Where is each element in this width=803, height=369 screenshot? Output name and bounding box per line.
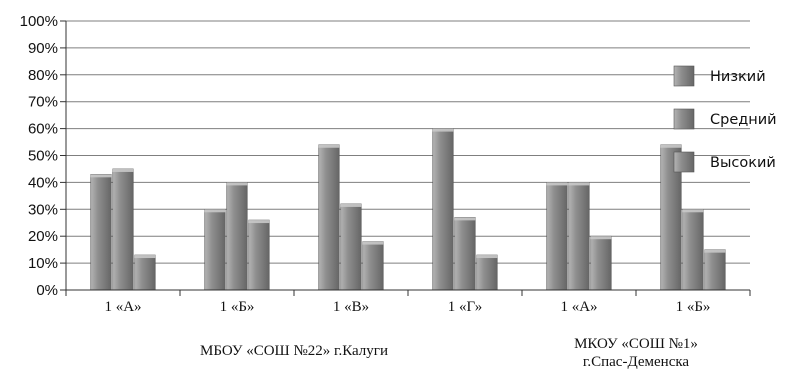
- bar: [226, 182, 248, 291]
- bar: [590, 235, 612, 291]
- grid-lines: [66, 20, 750, 264]
- bar-top: [432, 128, 454, 132]
- bar-top: [204, 209, 226, 213]
- bar-top: [476, 255, 498, 259]
- y-tick-label: 100%: [20, 13, 58, 30]
- bar: [432, 128, 454, 291]
- axes: [60, 20, 751, 296]
- bar-top: [226, 182, 248, 186]
- group-label: г.Спас-Деменска: [583, 354, 690, 369]
- bars: [90, 128, 726, 291]
- y-tick-label: 30%: [28, 201, 58, 218]
- bar: [454, 217, 476, 291]
- bar: [248, 219, 270, 291]
- bar-top: [590, 236, 612, 240]
- bar-top: [318, 144, 340, 148]
- bar-top: [660, 144, 682, 148]
- group-label: МКОУ «СОШ №1»: [574, 336, 698, 352]
- x-tick-label: 1 «Г»: [448, 299, 483, 315]
- y-tick-label: 70%: [28, 94, 58, 111]
- group-label: МБОУ «СОШ №22» г.Калуги: [200, 343, 388, 359]
- bar: [90, 174, 112, 291]
- bar-top: [134, 255, 156, 259]
- bar-top: [362, 241, 384, 245]
- y-tick-label: 0%: [36, 282, 58, 299]
- bar: [704, 249, 726, 291]
- legend-swatch: [673, 151, 695, 173]
- y-tick-label: 20%: [28, 228, 58, 245]
- legend-label: Средний: [710, 112, 777, 128]
- x-tick-label: 1 «А»: [104, 299, 141, 315]
- bar-top: [704, 249, 726, 253]
- labels: 0% 10% 20% 30% 40% 50% 60% 70% 80% 90% 100% 1 «А» 1 …: [20, 13, 711, 369]
- bar-top: [112, 168, 134, 172]
- y-tick-label: 40%: [28, 174, 58, 191]
- bar: [546, 182, 568, 291]
- bar: [318, 144, 340, 291]
- y-tick-label: 60%: [28, 121, 58, 138]
- bar: [568, 182, 590, 291]
- bar: [476, 254, 498, 291]
- y-tick-label: 10%: [28, 255, 58, 272]
- bar-top: [454, 217, 476, 221]
- bar-top: [340, 203, 362, 207]
- bar: [134, 254, 156, 291]
- bar-top: [90, 174, 112, 178]
- x-tick-label: 1 «Б»: [220, 299, 255, 315]
- bar: [340, 203, 362, 291]
- x-tick-label: 1 «Б»: [676, 299, 711, 315]
- bar-top: [546, 182, 568, 186]
- legend: Низкий Средний Высокий: [673, 65, 777, 173]
- bar: [682, 209, 704, 291]
- bar-top: [248, 220, 270, 224]
- bar: [112, 168, 134, 291]
- legend-label: Высокий: [710, 155, 776, 171]
- bar-top: [682, 209, 704, 213]
- x-tick-label: 1 «А»: [560, 299, 597, 315]
- legend-swatch: [673, 65, 695, 87]
- legend-label: Низкий: [710, 69, 766, 85]
- bar: [362, 241, 384, 291]
- bar: [204, 209, 226, 291]
- x-tick-label: 1 «В»: [333, 299, 369, 315]
- y-tick-label: 90%: [28, 40, 58, 57]
- y-tick-label: 80%: [28, 67, 58, 84]
- y-tick-label: 50%: [28, 148, 58, 165]
- bar-top: [568, 182, 590, 186]
- legend-swatch: [673, 108, 695, 130]
